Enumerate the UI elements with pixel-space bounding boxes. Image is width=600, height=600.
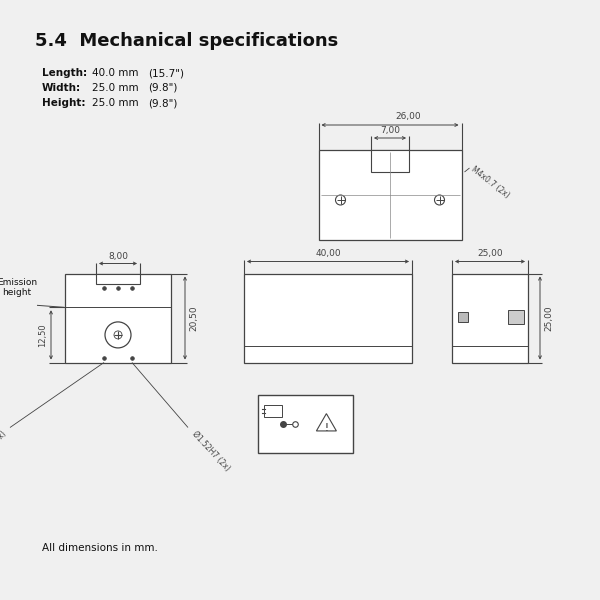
Text: 26,00: 26,00 — [395, 113, 421, 121]
Text: 25,00: 25,00 — [477, 249, 503, 258]
Text: 20,50: 20,50 — [190, 305, 199, 331]
Polygon shape — [316, 413, 337, 431]
Text: 25.0 mm: 25.0 mm — [92, 98, 139, 108]
Circle shape — [335, 195, 346, 205]
Text: Ø1.52H7 (2x): Ø1.52H7 (2x) — [190, 430, 231, 473]
Text: Height:: Height: — [42, 98, 86, 108]
Bar — [244, 274, 412, 362]
Bar — [371, 150, 409, 172]
Text: 8,00: 8,00 — [108, 252, 128, 261]
Text: Width:: Width: — [42, 83, 81, 93]
Text: 7,00: 7,00 — [380, 125, 400, 134]
Circle shape — [434, 195, 445, 205]
Text: M4x0.7 (2x): M4x0.7 (2x) — [470, 165, 511, 200]
Bar — [452, 274, 528, 362]
Text: 12,50: 12,50 — [38, 323, 47, 347]
Bar — [264, 405, 282, 417]
Bar — [65, 274, 171, 362]
Bar — [458, 312, 468, 322]
Text: 25,00: 25,00 — [545, 305, 554, 331]
Text: 40,00: 40,00 — [315, 249, 341, 258]
Circle shape — [105, 322, 131, 348]
Text: (9.8"): (9.8") — [148, 83, 178, 93]
Text: Emission
height: Emission height — [0, 278, 37, 298]
Bar — [319, 150, 461, 240]
Text: 25.0 mm: 25.0 mm — [92, 83, 139, 93]
Bar — [96, 274, 140, 283]
Text: Length:: Length: — [42, 68, 87, 78]
Text: M2.5x0.45 (4x): M2.5x0.45 (4x) — [0, 430, 8, 478]
Text: (9.8"): (9.8") — [148, 98, 178, 108]
Text: 5.4  Mechanical specifications: 5.4 Mechanical specifications — [35, 32, 338, 50]
Text: !: ! — [325, 423, 328, 433]
Circle shape — [114, 331, 122, 339]
Text: 40.0 mm: 40.0 mm — [92, 68, 139, 78]
Bar — [508, 310, 524, 324]
Bar — [258, 395, 353, 453]
Text: All dimensions in mm.: All dimensions in mm. — [42, 543, 158, 553]
Text: (15.7"): (15.7") — [148, 68, 184, 78]
